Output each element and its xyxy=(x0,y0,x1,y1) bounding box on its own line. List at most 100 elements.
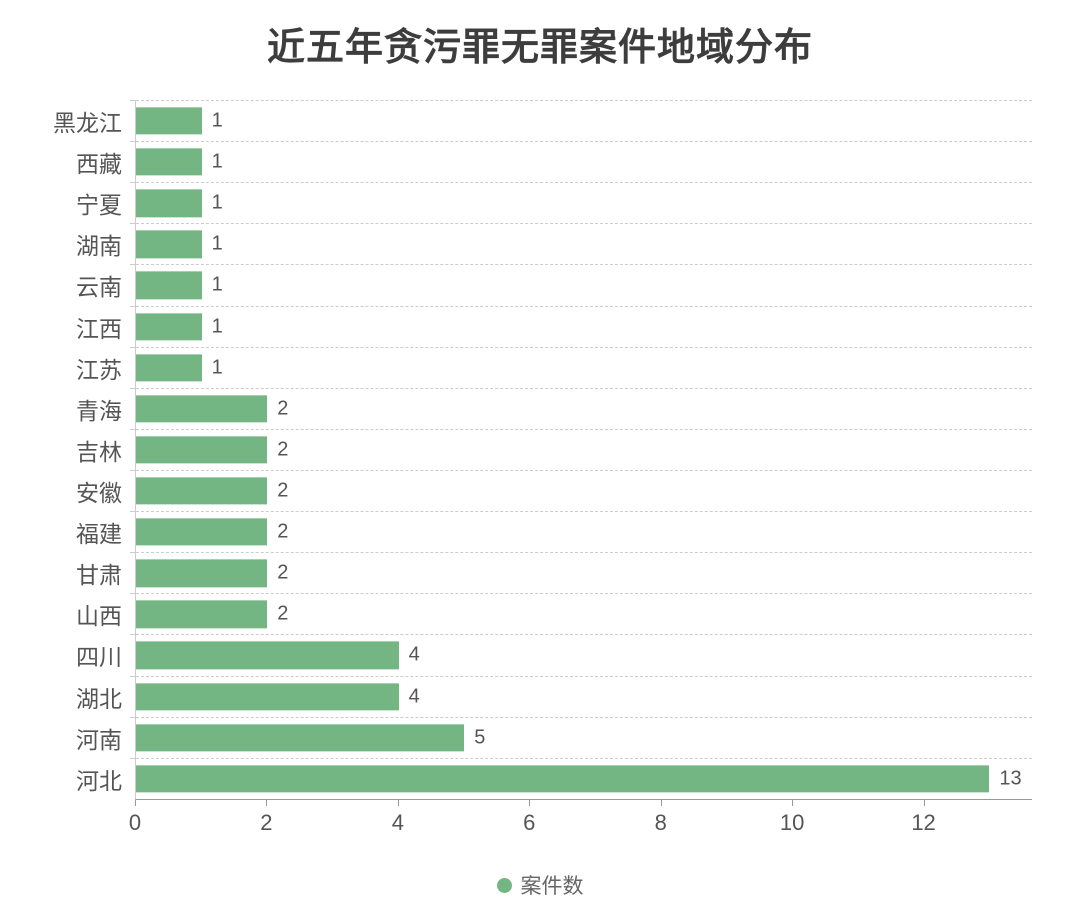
bar[interactable] xyxy=(136,395,268,423)
y-axis-label: 湖南 xyxy=(76,233,122,260)
y-axis-label: 安徽 xyxy=(76,480,122,507)
x-axis-tick-label: 10 xyxy=(779,810,805,835)
y-axis-label: 吉林 xyxy=(76,438,122,465)
y-axis-label: 江西 xyxy=(76,315,122,342)
y-axis-tick xyxy=(130,634,136,636)
y-axis-tick xyxy=(130,182,136,184)
x-axis-tick-label: 12 xyxy=(911,810,936,835)
y-axis-label: 湖北 xyxy=(76,685,122,712)
y-axis-tick xyxy=(130,552,136,554)
bar[interactable] xyxy=(136,477,268,505)
bar[interactable] xyxy=(136,559,268,587)
x-axis-tick xyxy=(135,800,136,806)
y-axis-label: 青海 xyxy=(76,397,122,424)
y-axis-tick xyxy=(130,264,136,266)
x-axis-tick xyxy=(792,800,794,806)
chart-row: 安徽 2 xyxy=(76,469,1032,511)
bar-value-label: 1 xyxy=(211,232,223,255)
y-axis-label: 西藏 xyxy=(76,151,122,178)
bar-value-label: 2 xyxy=(277,520,289,543)
chart-row: 江苏 1 xyxy=(76,346,1032,388)
legend-label: 案件数 xyxy=(520,875,584,898)
bar[interactable] xyxy=(136,518,268,546)
y-axis-tick xyxy=(130,305,136,307)
chart-row: 江西 1 xyxy=(76,305,1032,347)
bar-value-label: 2 xyxy=(277,561,289,584)
y-axis-label: 山西 xyxy=(76,603,122,630)
y-axis-label: 河北 xyxy=(76,767,122,794)
y-axis-tick xyxy=(130,511,136,513)
chart-row: 黑龙江 1 xyxy=(53,100,1032,141)
y-axis-tick xyxy=(130,469,136,471)
bar[interactable] xyxy=(136,189,202,217)
y-axis-label: 四川 xyxy=(76,644,122,671)
chart-row: 湖北 4 xyxy=(76,675,1032,717)
x-axis-tick-label: 4 xyxy=(391,810,404,835)
bar[interactable] xyxy=(136,600,268,628)
y-axis-label: 福建 xyxy=(76,521,122,548)
bar-value-label: 2 xyxy=(277,602,289,625)
x-axis-tick-label: 2 xyxy=(260,810,273,835)
x-axis-tick-label: 0 xyxy=(128,810,142,835)
bar[interactable] xyxy=(136,436,268,464)
y-axis-tick xyxy=(130,675,136,677)
y-axis-tick xyxy=(130,428,136,430)
bar[interactable] xyxy=(136,724,465,752)
y-axis-tick xyxy=(130,100,136,101)
bar[interactable] xyxy=(136,641,399,670)
x-axis-tick-label: 6 xyxy=(523,810,536,835)
chart-row: 青海 2 xyxy=(76,387,1032,429)
x-axis-tick xyxy=(923,800,925,806)
bar[interactable] xyxy=(136,230,202,259)
chart-row: 西藏 1 xyxy=(76,141,1032,182)
y-axis-label: 江苏 xyxy=(76,356,122,383)
bar[interactable] xyxy=(136,148,202,176)
y-axis-label: 甘肃 xyxy=(76,562,122,589)
chart-row: 河北 13 xyxy=(76,757,1032,799)
y-axis-tick xyxy=(130,141,136,143)
bar[interactable] xyxy=(136,312,202,341)
x-axis-tick xyxy=(529,800,531,806)
y-axis-label: 宁夏 xyxy=(76,192,122,219)
y-axis-tick xyxy=(130,387,136,389)
chart-row: 山西 2 xyxy=(76,593,1032,634)
chart-row: 宁夏 1 xyxy=(76,182,1032,223)
chart-row: 福建 2 xyxy=(76,511,1032,552)
bar-value-label: 1 xyxy=(211,315,223,338)
plot-area: 黑龙江 1 西藏 1 宁夏 1 湖南 1 云南 1 江西 1 江苏 1 青海 2 吉林 2 安徽 2 福建 2 甘肃 2 山西 2… xyxy=(53,100,1032,800)
x-axis-tick-label: 8 xyxy=(654,810,667,835)
legend[interactable]: 案件数 xyxy=(0,870,1080,900)
bar-value-label: 2 xyxy=(277,438,289,461)
y-axis-label: 黑龙江 xyxy=(53,110,122,137)
x-axis-ticks xyxy=(135,800,1032,806)
bar-value-label: 5 xyxy=(474,726,486,749)
bar-value-label: 4 xyxy=(408,685,420,708)
y-axis-tick xyxy=(130,757,136,759)
bar-value-label: 1 xyxy=(211,150,223,173)
bar-value-label: 1 xyxy=(211,109,223,132)
y-axis-tick xyxy=(130,346,136,348)
chart-title: 近五年贪污罪无罪案件地域分布 xyxy=(266,27,813,69)
chart-row: 河南 5 xyxy=(76,716,1032,758)
bar-value-label: 2 xyxy=(277,397,289,420)
chart-row: 四川 4 xyxy=(76,634,1032,675)
chart-row: 云南 1 xyxy=(76,264,1032,305)
chart-row: 吉林 2 xyxy=(76,428,1032,470)
chart-row: 湖南 1 xyxy=(76,223,1032,264)
bar[interactable] xyxy=(136,682,399,711)
x-axis-tick xyxy=(266,800,268,806)
y-axis-tick xyxy=(130,593,136,595)
bar-value-label: 13 xyxy=(999,767,1022,790)
y-axis-tick xyxy=(130,716,136,718)
y-axis-label: 河南 xyxy=(76,726,122,753)
bar-value-label: 1 xyxy=(211,273,223,296)
bar[interactable] xyxy=(136,107,202,135)
bar-value-label: 2 xyxy=(277,479,289,502)
bar-value-label: 4 xyxy=(408,643,420,666)
x-axis-tick xyxy=(660,800,662,806)
bar[interactable] xyxy=(136,765,990,793)
x-axis-labels: 0 2 4 6 8 10 12 xyxy=(129,810,1032,840)
bar[interactable] xyxy=(136,354,202,382)
bar-value-label: 1 xyxy=(211,356,223,379)
bar[interactable] xyxy=(136,271,202,300)
